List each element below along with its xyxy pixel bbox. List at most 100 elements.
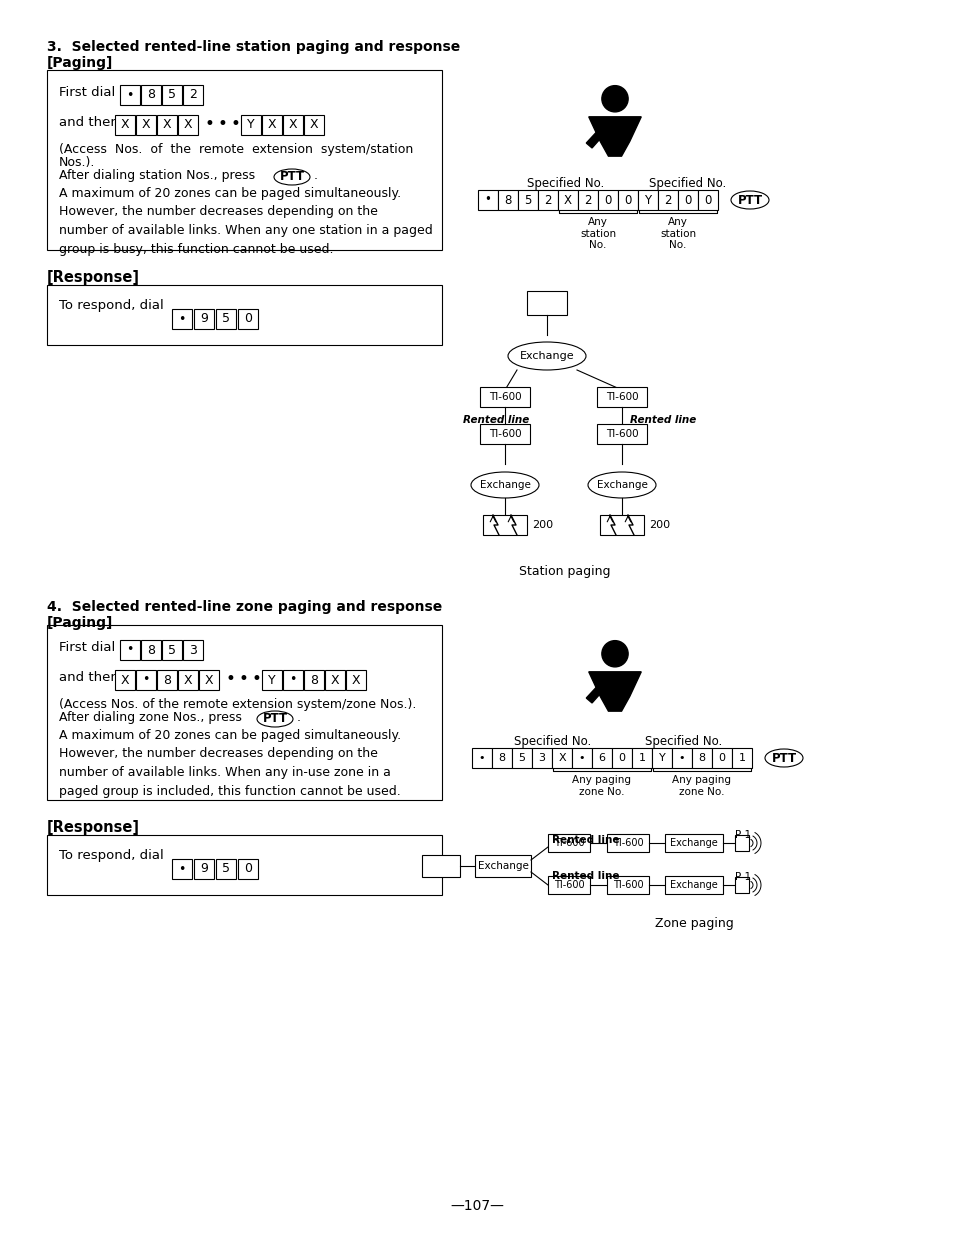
FancyBboxPatch shape — [572, 748, 592, 768]
Text: •: • — [126, 89, 133, 101]
Text: X: X — [142, 119, 151, 131]
Text: Y: Y — [644, 194, 651, 206]
FancyBboxPatch shape — [472, 748, 492, 768]
FancyBboxPatch shape — [537, 190, 558, 210]
Text: 2: 2 — [189, 89, 196, 101]
Text: [Response]: [Response] — [47, 270, 140, 285]
Text: TI-600: TI-600 — [553, 881, 583, 890]
FancyBboxPatch shape — [304, 115, 324, 135]
Text: 5: 5 — [518, 753, 525, 763]
Ellipse shape — [471, 472, 538, 498]
FancyBboxPatch shape — [193, 860, 213, 879]
Text: Y: Y — [247, 119, 254, 131]
Text: [Paging]: [Paging] — [47, 56, 113, 70]
Text: A maximum of 20 zones can be paged simultaneously.
However, the number decreases: A maximum of 20 zones can be paged simul… — [59, 186, 433, 256]
Text: •: • — [217, 115, 227, 133]
FancyBboxPatch shape — [658, 190, 678, 210]
Text: Exchange: Exchange — [669, 881, 717, 890]
Text: •: • — [484, 194, 491, 206]
Text: •: • — [251, 671, 261, 688]
FancyBboxPatch shape — [162, 640, 182, 659]
Bar — [597, 387, 646, 408]
FancyBboxPatch shape — [517, 190, 537, 210]
Text: (Access  Nos.  of  the  remote  extension  system/station: (Access Nos. of the remote extension sys… — [59, 143, 413, 156]
FancyBboxPatch shape — [162, 85, 182, 105]
Bar — [606, 834, 648, 852]
Text: Exchange: Exchange — [669, 839, 717, 848]
FancyBboxPatch shape — [183, 640, 203, 659]
FancyBboxPatch shape — [492, 748, 512, 768]
Text: P 1: P 1 — [734, 830, 750, 840]
FancyBboxPatch shape — [477, 190, 497, 210]
Bar — [421, 855, 459, 877]
Text: First dial: First dial — [59, 86, 115, 99]
Text: TI-600: TI-600 — [612, 839, 642, 848]
FancyBboxPatch shape — [193, 309, 213, 329]
Text: —107—: —107— — [450, 1199, 503, 1213]
Text: 2: 2 — [543, 194, 551, 206]
FancyBboxPatch shape — [578, 190, 598, 210]
FancyBboxPatch shape — [237, 860, 257, 879]
FancyBboxPatch shape — [304, 671, 324, 690]
Text: •: • — [478, 753, 485, 763]
FancyBboxPatch shape — [283, 115, 303, 135]
Text: •: • — [238, 671, 248, 688]
Text: X: X — [331, 673, 339, 687]
Text: A maximum of 20 zones can be paged simultaneously.
However, the number decreases: A maximum of 20 zones can be paged simul… — [59, 729, 400, 798]
Text: •: • — [178, 862, 186, 876]
Text: After dialing zone Nos., press: After dialing zone Nos., press — [59, 711, 242, 724]
Text: 8: 8 — [698, 753, 705, 763]
FancyBboxPatch shape — [237, 309, 257, 329]
FancyBboxPatch shape — [612, 748, 631, 768]
FancyBboxPatch shape — [115, 671, 135, 690]
FancyBboxPatch shape — [241, 115, 261, 135]
Text: •: • — [126, 643, 133, 657]
Text: (Access Nos. of the remote extension system/zone Nos.).: (Access Nos. of the remote extension sys… — [59, 698, 416, 711]
Text: Specified No.: Specified No. — [514, 735, 591, 748]
Text: PTT: PTT — [771, 752, 796, 764]
FancyBboxPatch shape — [346, 671, 366, 690]
Text: 0: 0 — [244, 312, 252, 326]
Text: X: X — [310, 119, 318, 131]
FancyBboxPatch shape — [199, 671, 219, 690]
FancyBboxPatch shape — [215, 309, 235, 329]
Polygon shape — [586, 121, 610, 148]
Text: 200: 200 — [532, 520, 553, 530]
Ellipse shape — [764, 748, 802, 767]
Bar — [47, 625, 441, 800]
FancyBboxPatch shape — [178, 671, 198, 690]
Circle shape — [601, 641, 627, 667]
FancyBboxPatch shape — [552, 748, 572, 768]
Text: Any paging
zone No.: Any paging zone No. — [672, 776, 731, 797]
Ellipse shape — [730, 191, 768, 209]
Text: X: X — [268, 119, 276, 131]
Text: •: • — [204, 115, 213, 133]
Text: Rented line: Rented line — [629, 415, 696, 425]
Text: [Response]: [Response] — [47, 820, 140, 835]
Text: 2: 2 — [583, 194, 591, 206]
Text: After dialing station Nos., press: After dialing station Nos., press — [59, 169, 254, 182]
Text: 6: 6 — [598, 753, 605, 763]
Text: 0: 0 — [618, 753, 625, 763]
Text: 8: 8 — [310, 673, 317, 687]
Text: •: • — [230, 115, 240, 133]
Text: 3: 3 — [537, 753, 545, 763]
Text: 3.  Selected rented-line station paging and response: 3. Selected rented-line station paging a… — [47, 40, 459, 54]
Text: 8: 8 — [147, 89, 154, 101]
FancyBboxPatch shape — [592, 748, 612, 768]
Text: 8: 8 — [497, 753, 505, 763]
Bar — [47, 70, 441, 249]
Text: X: X — [121, 673, 130, 687]
FancyBboxPatch shape — [262, 671, 282, 690]
Text: TI-600: TI-600 — [605, 391, 638, 403]
FancyBboxPatch shape — [698, 190, 718, 210]
Polygon shape — [588, 117, 640, 156]
Text: Rented line: Rented line — [552, 835, 618, 845]
Text: P 1: P 1 — [734, 872, 750, 882]
Text: 1: 1 — [638, 753, 645, 763]
Text: Y: Y — [658, 753, 664, 763]
FancyBboxPatch shape — [157, 115, 177, 135]
Text: TI-600: TI-600 — [553, 839, 583, 848]
Text: and then: and then — [59, 116, 119, 128]
Text: 5: 5 — [168, 89, 175, 101]
